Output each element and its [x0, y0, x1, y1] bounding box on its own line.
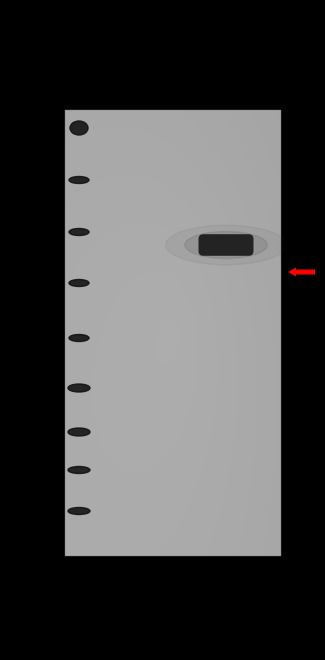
FancyArrow shape — [288, 267, 315, 277]
Ellipse shape — [68, 467, 90, 473]
Ellipse shape — [165, 225, 287, 265]
Ellipse shape — [69, 279, 89, 286]
Ellipse shape — [185, 232, 267, 259]
Ellipse shape — [70, 121, 88, 135]
Bar — [65, 110, 281, 556]
Ellipse shape — [69, 335, 89, 341]
FancyBboxPatch shape — [199, 234, 254, 256]
Ellipse shape — [68, 384, 90, 392]
Ellipse shape — [69, 228, 89, 236]
Ellipse shape — [68, 428, 90, 436]
Ellipse shape — [69, 176, 89, 183]
Ellipse shape — [68, 508, 90, 515]
